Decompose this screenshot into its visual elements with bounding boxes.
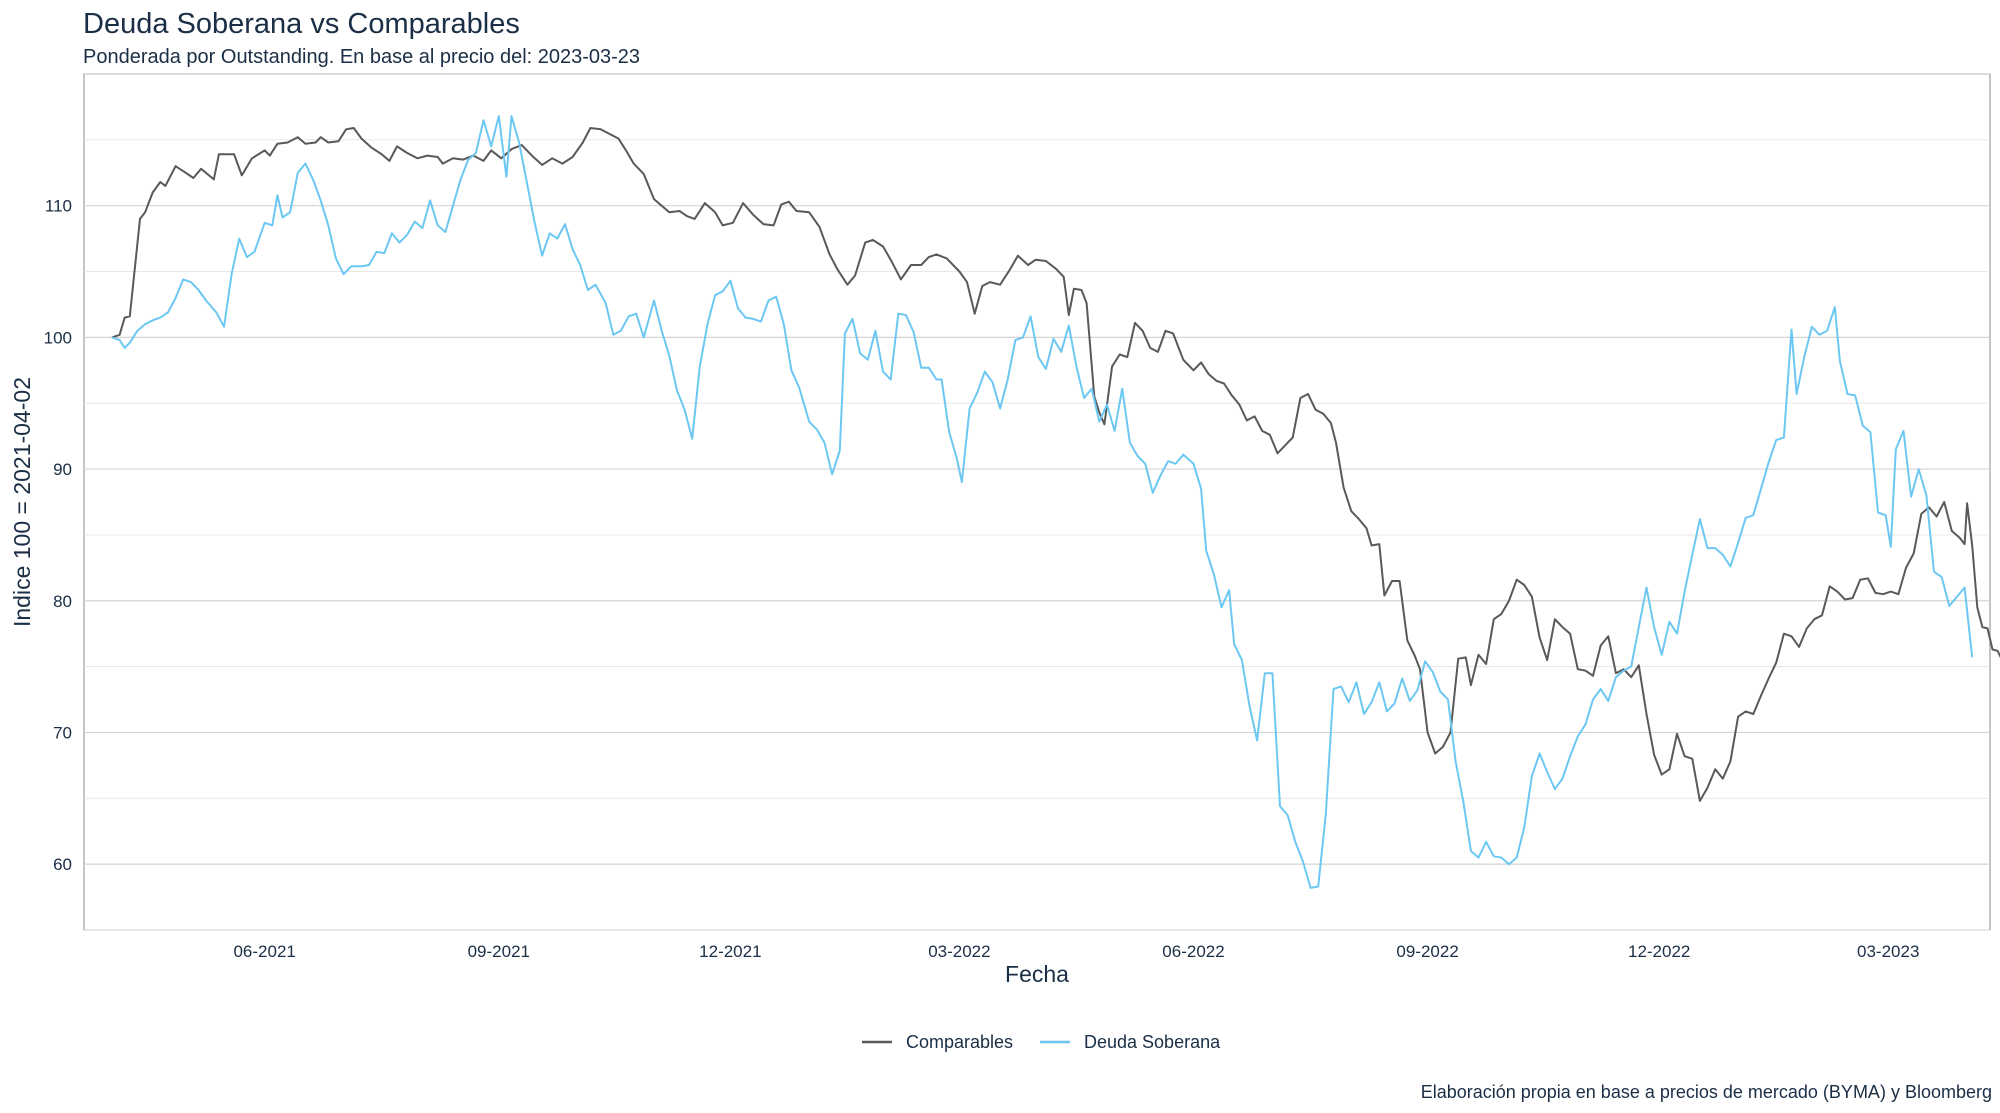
x-tick-label: 03-2022 bbox=[928, 942, 990, 961]
x-tick-label: 06-2021 bbox=[233, 942, 295, 961]
x-tick-label: 09-2021 bbox=[468, 942, 530, 961]
caption: Elaboración propia en base a precios de … bbox=[1420, 1082, 1992, 1102]
series-lines bbox=[111, 115, 2000, 889]
y-axis-title: Indice 100 = 2021-04-02 bbox=[9, 377, 35, 627]
series-line-comparables bbox=[111, 127, 2000, 802]
legend: Comparables Deuda Soberana bbox=[862, 1032, 1221, 1052]
legend-label: Comparables bbox=[906, 1032, 1013, 1052]
y-tick-label: 110 bbox=[45, 197, 72, 216]
x-tick-label: 06-2022 bbox=[1162, 942, 1224, 961]
y-axis-ticks: 60 70 80 90 100 110 bbox=[44, 197, 72, 874]
x-tick-label: 09-2022 bbox=[1396, 942, 1458, 961]
y-tick-label: 60 bbox=[53, 855, 72, 874]
x-axis-title: Fecha bbox=[1005, 961, 1069, 987]
y-tick-label: 70 bbox=[53, 723, 72, 742]
y-tick-label: 80 bbox=[53, 592, 72, 611]
chart-title: Deuda Soberana vs Comparables bbox=[83, 8, 520, 40]
x-tick-label: 12-2021 bbox=[699, 942, 761, 961]
y-tick-label: 100 bbox=[44, 328, 72, 347]
x-axis-ticks: 06-2021 09-2021 12-2021 03-2022 06-2022 09-20… bbox=[233, 942, 1919, 961]
legend-label: Deuda Soberana bbox=[1084, 1032, 1221, 1052]
chart-subtitle: Ponderada por Outstanding. En base al pr… bbox=[83, 46, 641, 68]
x-tick-label: 03-2023 bbox=[1857, 942, 1919, 961]
x-tick-label: 12-2022 bbox=[1628, 942, 1690, 961]
plot-panel bbox=[83, 73, 1991, 931]
series-line-deuda-soberana bbox=[111, 115, 1974, 889]
y-tick-label: 90 bbox=[53, 460, 72, 479]
gridlines bbox=[84, 73, 1990, 931]
